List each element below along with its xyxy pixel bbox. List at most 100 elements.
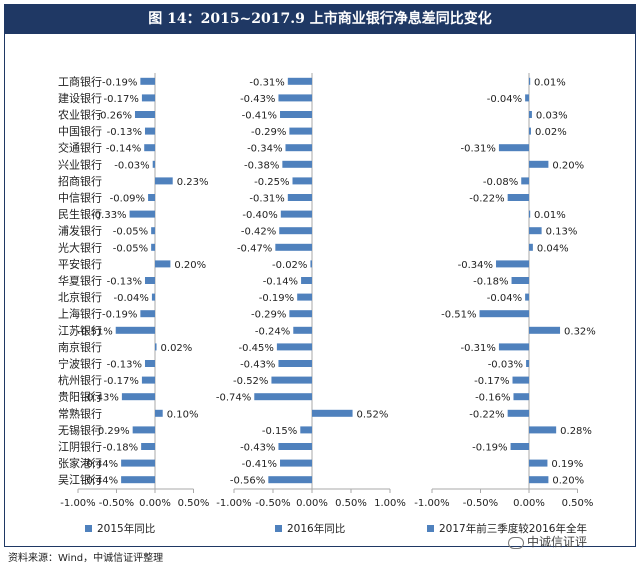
bar	[510, 443, 529, 450]
bar	[529, 210, 531, 218]
bar	[529, 426, 557, 434]
data-label: -0.29%	[251, 310, 286, 321]
chart-title: 图 14：2015~2017.9 上市商业银行净息差同比变化	[4, 4, 636, 34]
x-tick-label: 0.00%	[513, 498, 545, 509]
bar	[152, 160, 155, 168]
source-note: 资料来源：Wind，中诚信证评整理	[8, 553, 164, 564]
data-label: -0.02%	[272, 260, 307, 271]
bar	[151, 227, 155, 235]
data-label: -0.13%	[107, 277, 142, 288]
category-label: 平安银行	[58, 257, 102, 271]
data-label: -0.05%	[113, 227, 148, 238]
bar	[280, 111, 312, 118]
data-label: -0.18%	[473, 277, 508, 288]
data-label: -0.22%	[469, 194, 504, 205]
bar	[144, 277, 155, 284]
bar	[151, 243, 155, 251]
bar	[287, 77, 312, 85]
bar	[479, 310, 529, 318]
data-label: -0.18%	[103, 443, 138, 454]
bar	[498, 144, 529, 152]
legend-swatch	[85, 525, 92, 532]
data-label: -0.17%	[474, 376, 509, 387]
data-label: -0.56%	[230, 476, 265, 487]
bar	[141, 443, 155, 450]
x-tick-label: -1.00%	[60, 498, 95, 509]
data-label: -0.43%	[240, 94, 275, 105]
chart-frame	[4, 34, 636, 547]
x-tick-label: -0.50%	[255, 498, 290, 509]
bar	[280, 459, 312, 467]
data-label: -0.45%	[239, 343, 274, 354]
wechat-icon	[508, 536, 524, 549]
bar	[287, 194, 312, 201]
category-label: 光大银行	[58, 240, 102, 254]
category-label: 吴江银行	[58, 473, 102, 487]
data-label: -0.03%	[114, 160, 149, 171]
bar	[513, 393, 529, 401]
data-label: -0.25%	[254, 177, 289, 188]
x-tick-label: 0.50%	[335, 498, 367, 509]
x-tick-label: 0.00%	[139, 498, 171, 509]
bar	[312, 409, 353, 417]
data-label: -0.31%	[249, 77, 284, 88]
bar	[498, 343, 529, 351]
data-label: -0.44%	[83, 459, 118, 470]
bar	[529, 476, 549, 484]
legend-label: 2017年前三季度较2016年全年	[439, 522, 587, 535]
data-label: -0.34%	[458, 260, 493, 271]
bar	[278, 360, 312, 367]
data-label: 0.04%	[537, 243, 569, 254]
x-tick-label: -0.50%	[99, 498, 134, 509]
x-tick-label: 0.50%	[178, 498, 210, 509]
category-label: 中国银行	[58, 124, 102, 138]
bar	[292, 177, 312, 185]
data-label: -0.38%	[244, 160, 279, 171]
data-label: -0.41%	[242, 111, 277, 122]
x-tick-label: 0.50%	[562, 498, 594, 509]
bar	[300, 426, 312, 434]
category-label: 上海银行	[58, 307, 102, 321]
category-label: 浦发银行	[58, 224, 102, 238]
data-label: 0.20%	[552, 160, 584, 171]
bar	[289, 310, 312, 318]
bar	[121, 393, 155, 401]
category-label: 招商银行	[58, 174, 102, 188]
data-label: -0.03%	[488, 360, 523, 371]
data-label: -0.43%	[240, 360, 275, 371]
data-label: -0.08%	[483, 177, 518, 188]
bar	[507, 409, 529, 417]
category-label: 北京银行	[58, 290, 102, 304]
data-label: -0.05%	[113, 243, 148, 254]
bar	[529, 111, 532, 118]
x-tick-label: -1.00%	[414, 498, 449, 509]
data-label: -0.40%	[242, 210, 277, 221]
data-label: -0.41%	[242, 459, 277, 470]
bar	[134, 111, 155, 118]
watermark: 中诚信证评	[508, 533, 587, 550]
bar	[155, 409, 163, 417]
bar	[144, 360, 155, 367]
bar	[512, 376, 529, 384]
data-label: -0.51%	[441, 310, 476, 321]
bar	[278, 94, 312, 102]
bar	[140, 77, 155, 85]
data-label: -0.19%	[259, 293, 294, 304]
bar	[129, 210, 155, 218]
data-label: -0.04%	[114, 293, 149, 304]
data-label: -0.09%	[110, 194, 145, 205]
category-label: 宁波银行	[58, 357, 102, 371]
bar	[507, 194, 529, 201]
x-tick-label: -0.50%	[463, 498, 498, 509]
data-label: 0.23%	[177, 177, 209, 188]
category-label: 交通银行	[58, 141, 102, 155]
legend-label: 2016年同比	[287, 522, 345, 535]
bar	[141, 94, 155, 102]
bar	[144, 127, 155, 135]
data-label: -0.19%	[472, 443, 507, 454]
bar	[529, 227, 542, 235]
bar	[529, 326, 561, 334]
data-label: 0.01%	[534, 77, 566, 88]
data-label: -0.04%	[487, 94, 522, 105]
